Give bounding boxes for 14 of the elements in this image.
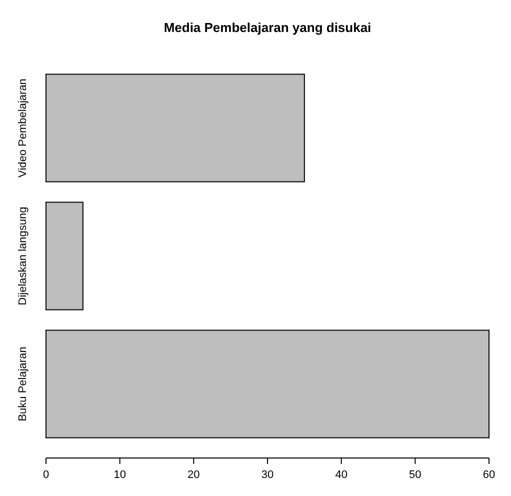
y-tick-label: Buku Pelajaran [17,346,29,422]
chart-title: Media Pembelajaran yang disukai [164,20,372,35]
x-tick-label: 40 [335,469,348,481]
bar [46,330,490,438]
y-tick-label: Dijelaskan langsung [17,206,29,306]
bar [46,202,84,310]
x-tick-label: 30 [261,469,274,481]
x-tick-label: 20 [188,469,200,481]
y-tick-label: Video Pembelajaran [17,78,29,178]
x-tick-label: 0 [42,469,50,481]
x-tick-label: 10 [114,469,126,481]
x-tick-label: 50 [409,469,422,481]
bar [46,74,305,182]
x-tick-label: 60 [482,469,496,481]
